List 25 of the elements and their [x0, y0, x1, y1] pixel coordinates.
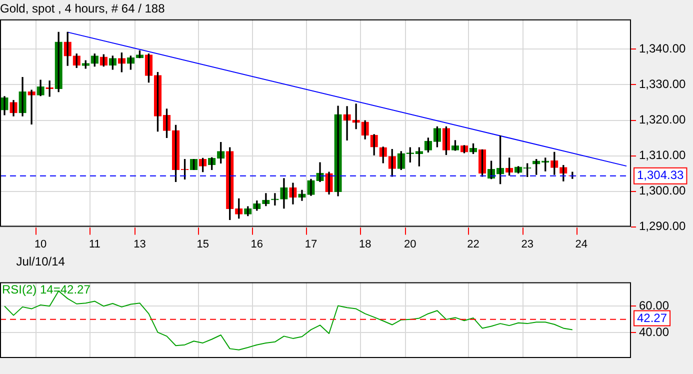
y-tick-label: 1,330.00 [639, 77, 686, 92]
y-tick-label: 40.00 [639, 325, 670, 340]
y-tick-label: 1,290.00 [639, 219, 686, 234]
chart-title: RSI(2) 14=42.27 [2, 282, 91, 297]
x-tick-label: 20 [404, 238, 416, 250]
text: Jul/10/14 [16, 254, 66, 268]
x-tick-label: 16 [250, 238, 264, 250]
y-tick-label: 1,310.00 [639, 148, 686, 162]
chart-title: Gold, spot , 4 hours, # 64 / 188 [0, 2, 166, 16]
x-tick-label: 22 [467, 238, 480, 250]
y-tick-label: 1,300.00 [639, 184, 686, 198]
text: 42.27 [637, 311, 668, 326]
x-tick-label: 18 [358, 238, 372, 250]
x-tick-label: 13 [134, 238, 146, 250]
y-tick-label: 60.00 [639, 298, 670, 312]
x-tick-label: 10 [34, 238, 47, 250]
ref-line-label: 1,304.33 [637, 168, 684, 182]
y-tick-label: 1,340.00 [639, 42, 686, 56]
candlestick [271, 193, 279, 206]
x-tick-label: 11 [88, 238, 100, 250]
x-tick-label: 23 [521, 238, 534, 250]
x-tick-label: 17 [304, 238, 318, 250]
y-tick-label: 1,320.00 [639, 112, 686, 127]
x-tick-label: 15 [196, 238, 209, 250]
x-tick-label: 24 [575, 238, 588, 250]
